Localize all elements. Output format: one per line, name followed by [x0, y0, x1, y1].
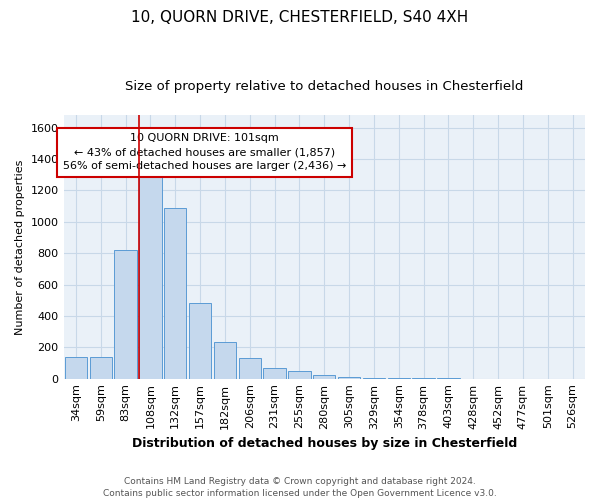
Text: 10, QUORN DRIVE, CHESTERFIELD, S40 4XH: 10, QUORN DRIVE, CHESTERFIELD, S40 4XH: [131, 10, 469, 25]
Bar: [115, 250, 137, 378]
Y-axis label: Number of detached properties: Number of detached properties: [15, 159, 25, 334]
X-axis label: Distribution of detached houses by size in Chesterfield: Distribution of detached houses by size …: [131, 437, 517, 450]
Bar: [139, 176, 161, 378]
Title: Size of property relative to detached houses in Chesterfield: Size of property relative to detached ho…: [125, 80, 523, 93]
Bar: [164, 208, 187, 378]
Bar: [89, 356, 112, 378]
Text: Contains HM Land Registry data © Crown copyright and database right 2024.
Contai: Contains HM Land Registry data © Crown c…: [103, 476, 497, 498]
Bar: [189, 304, 211, 378]
Bar: [338, 377, 360, 378]
Bar: [65, 356, 87, 378]
Text: 10 QUORN DRIVE: 101sqm
← 43% of detached houses are smaller (1,857)
56% of semi-: 10 QUORN DRIVE: 101sqm ← 43% of detached…: [62, 134, 346, 172]
Bar: [263, 368, 286, 378]
Bar: [239, 358, 261, 378]
Bar: [288, 371, 311, 378]
Bar: [214, 342, 236, 378]
Bar: [313, 375, 335, 378]
